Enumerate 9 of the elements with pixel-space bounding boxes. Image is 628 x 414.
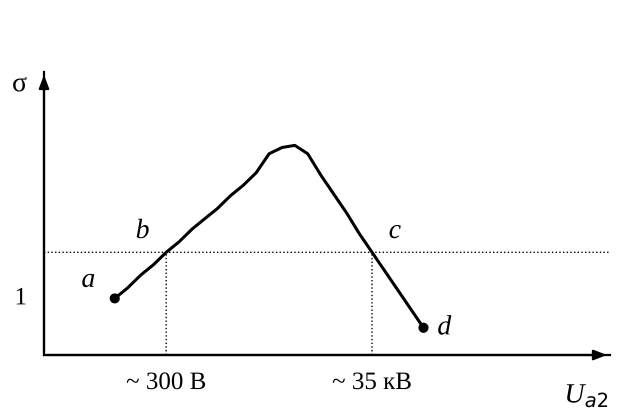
- x-tick-label: ~ 35 кВ: [332, 372, 411, 390]
- x-tick-label: ~ 300 В: [126, 372, 206, 390]
- annotation: b: [136, 218, 149, 238]
- text: a: [82, 274, 94, 288]
- text: d: [438, 315, 452, 335]
- annotation: c: [390, 224, 401, 238]
- y-axis-title: σ: [13, 77, 27, 92]
- text: 1: [16, 288, 26, 304]
- x-axis-title: U$_{a2}$: [566, 384, 608, 408]
